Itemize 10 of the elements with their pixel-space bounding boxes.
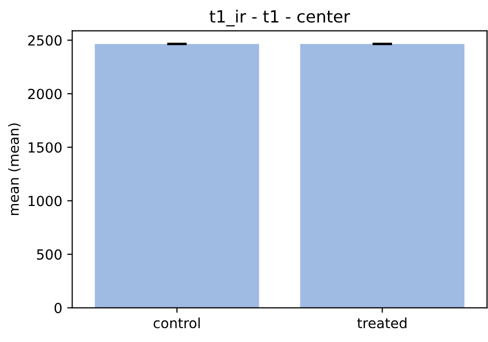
- y-tick-label: 2000: [28, 88, 62, 100]
- y-axis-title: mean (mean): [8, 123, 21, 216]
- x-tick-label: treated: [357, 318, 406, 328]
- chart-title: t1_ir - t1 - center: [210, 10, 350, 26]
- y-tick-label: 1000: [28, 196, 62, 206]
- y-tick-label: 0: [54, 302, 62, 314]
- y-tick-label: 500: [37, 249, 62, 260]
- x-tick-label: control: [154, 318, 200, 328]
- y-tick-label: 2500: [28, 35, 62, 46]
- y-tick-label: 1500: [28, 142, 62, 153]
